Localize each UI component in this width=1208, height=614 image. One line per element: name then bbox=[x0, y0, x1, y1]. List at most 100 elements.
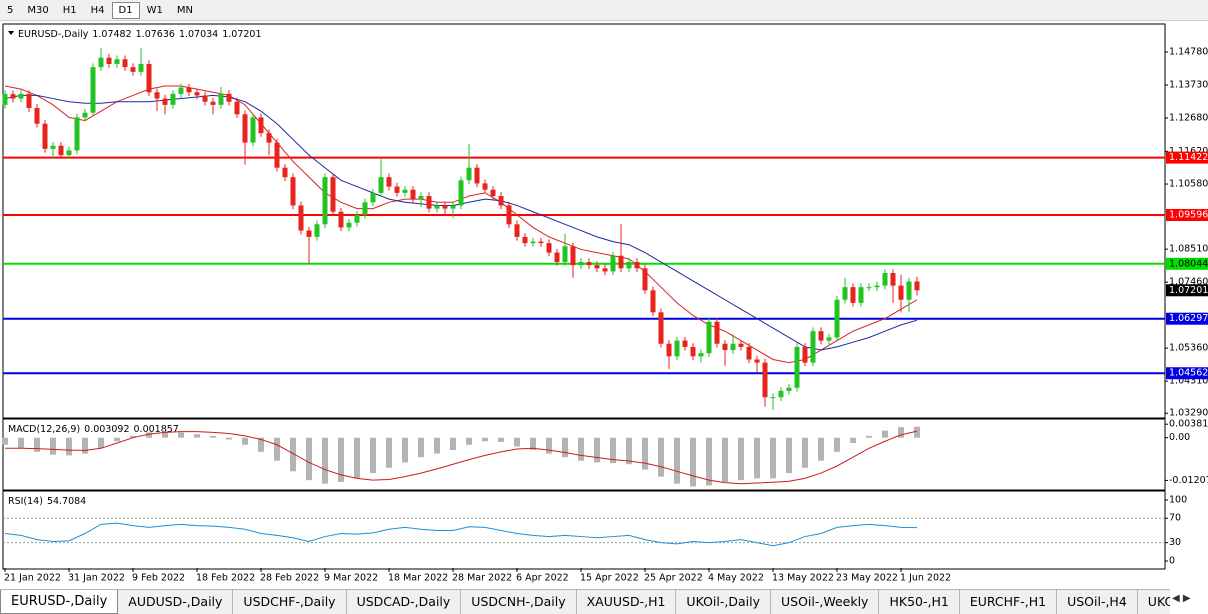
panel-frame bbox=[2, 490, 1166, 570]
indicator-readout: 0.003092 bbox=[84, 424, 129, 435]
candle-body bbox=[386, 177, 392, 187]
chart-tabs: EURUSD-,Daily AUDUSD-,Daily USDCHF-,Daily U… bbox=[0, 589, 1170, 614]
y-tick-label: 30 bbox=[1169, 537, 1181, 548]
indicator-title: MACD(12,26,9) bbox=[8, 424, 80, 435]
candle-body bbox=[602, 268, 608, 272]
macd-bar bbox=[498, 437, 504, 442]
candle-body bbox=[50, 145, 56, 149]
chart-tab[interactable]: USDCHF-,Daily bbox=[233, 590, 347, 614]
candle-body bbox=[450, 205, 456, 209]
macd-bar bbox=[706, 437, 712, 486]
candle-body bbox=[578, 262, 584, 266]
y-tick-label: 1.14780 bbox=[1169, 47, 1208, 58]
chart-tab[interactable]: USOil-,H4 bbox=[1057, 590, 1138, 614]
macd-bar bbox=[82, 437, 88, 454]
timeframe-button[interactable]: MN bbox=[176, 4, 193, 16]
y-tick-label: 70 bbox=[1169, 513, 1181, 524]
timeframe-button[interactable]: D1 bbox=[111, 1, 140, 19]
chart-tab[interactable]: EURCHF-,H1 bbox=[960, 590, 1058, 614]
candle-body bbox=[210, 101, 216, 105]
indicator-readout: 0.001857 bbox=[134, 424, 179, 435]
timeframe-button[interactable]: H4 bbox=[90, 4, 105, 16]
candle-body bbox=[218, 93, 224, 105]
candle-body bbox=[426, 196, 432, 209]
candle-body bbox=[890, 273, 896, 286]
candle-body bbox=[258, 117, 264, 134]
candle-body bbox=[818, 331, 824, 341]
timeframe-button[interactable]: W1 bbox=[146, 4, 163, 16]
macd-bar bbox=[34, 437, 40, 452]
macd-bar bbox=[834, 437, 840, 452]
chart-tab[interactable]: UKOil-,Daily bbox=[676, 590, 771, 614]
candle-body bbox=[474, 167, 480, 184]
macd-bar bbox=[818, 437, 824, 461]
candle-body bbox=[666, 343, 672, 357]
macd-bar bbox=[674, 437, 680, 484]
signal-line bbox=[5, 430, 918, 485]
candle-body bbox=[162, 98, 168, 105]
macd-bar bbox=[722, 437, 728, 482]
menu-triangle bbox=[8, 31, 14, 35]
x-tick-label: 25 Apr 2022 bbox=[644, 573, 703, 584]
y-tick-label: 0.00 bbox=[1169, 432, 1190, 443]
candle-body bbox=[42, 123, 48, 149]
candle-body bbox=[730, 343, 736, 351]
chart-tab[interactable]: USOil-,Weekly bbox=[771, 590, 880, 614]
macd-bar bbox=[642, 437, 648, 470]
chart-tab[interactable]: EURUSD-,Daily bbox=[0, 590, 119, 614]
candle-body bbox=[242, 114, 248, 143]
chart-tab[interactable]: USDCNH-,Daily bbox=[461, 590, 577, 614]
candle-body bbox=[194, 92, 200, 96]
timeframe-button[interactable]: M30 bbox=[27, 4, 49, 16]
moving-average bbox=[4, 85, 918, 364]
chart-tab[interactable]: AUDUSD-,Daily bbox=[118, 590, 234, 614]
level-label: 1.08044 bbox=[1169, 258, 1208, 269]
macd-bar bbox=[578, 437, 584, 461]
macd-bar bbox=[482, 437, 488, 442]
x-tick-label: 9 Feb 2022 bbox=[132, 573, 185, 584]
chart-tab[interactable]: USDCAD-,Daily bbox=[347, 590, 462, 614]
candle-body bbox=[562, 246, 568, 263]
macd-bar bbox=[898, 427, 904, 438]
macd-bar bbox=[386, 437, 392, 468]
candle-body bbox=[554, 252, 560, 263]
candle-body bbox=[618, 255, 624, 269]
macd-bar bbox=[114, 437, 120, 442]
candle-body bbox=[762, 362, 768, 398]
panel-frame bbox=[2, 418, 1166, 491]
candle-body bbox=[114, 59, 120, 64]
macd-bar bbox=[50, 437, 56, 455]
macd-bar bbox=[770, 437, 776, 479]
chart-tab[interactable]: XAUUSD-,H1 bbox=[577, 590, 677, 614]
macd-bar bbox=[546, 437, 552, 454]
level-label-box bbox=[1166, 208, 1208, 221]
y-tick-label: 1.05360 bbox=[1169, 343, 1208, 354]
tab-scroll[interactable]: ◀ ▶ bbox=[1172, 593, 1191, 604]
candle-body bbox=[810, 331, 816, 363]
candle-body bbox=[90, 67, 96, 113]
candle-body bbox=[586, 262, 592, 266]
candle-body bbox=[74, 117, 80, 151]
y-tick-label: 1.10580 bbox=[1169, 179, 1208, 190]
candle-body bbox=[274, 142, 280, 168]
chart-tab[interactable]: UKOil-,H4 bbox=[1138, 590, 1170, 614]
macd-bar bbox=[450, 437, 456, 451]
timeframe-button[interactable]: H1 bbox=[62, 4, 77, 16]
y-tick-label: 1.03290 bbox=[1169, 408, 1208, 419]
macd-bar bbox=[802, 437, 808, 468]
x-tick-label: 15 Apr 2022 bbox=[580, 573, 639, 584]
candle-body bbox=[378, 177, 384, 193]
candle-body bbox=[834, 299, 840, 338]
candle-body bbox=[250, 117, 256, 143]
chart-window: 1.14780 1.13730 1.12680 1.11620 1.10580 1.085… bbox=[2, 23, 1208, 584]
macd-bar bbox=[162, 431, 168, 438]
candle-body bbox=[58, 145, 64, 156]
timeframe-button[interactable]: 5 bbox=[7, 4, 14, 16]
macd-bar bbox=[418, 437, 424, 458]
macd-bar bbox=[466, 437, 472, 445]
candle-body bbox=[610, 255, 616, 272]
level-label-box bbox=[1166, 367, 1208, 380]
candle-body bbox=[530, 241, 536, 244]
candle-body bbox=[594, 265, 600, 269]
chart-tab[interactable]: HK50-,H1 bbox=[879, 590, 960, 614]
